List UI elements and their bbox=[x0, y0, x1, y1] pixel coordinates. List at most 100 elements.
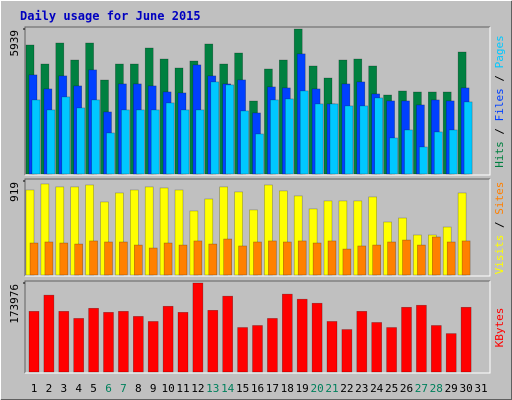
bar bbox=[311, 302, 323, 373]
bar bbox=[195, 109, 205, 175]
x-tick-label: 12 bbox=[191, 382, 204, 395]
bar bbox=[91, 99, 100, 175]
bar bbox=[445, 333, 457, 373]
legend-separator: / bbox=[493, 68, 506, 88]
x-tick-label: 6 bbox=[105, 382, 112, 395]
bar bbox=[192, 282, 204, 373]
bar bbox=[121, 109, 130, 175]
bar bbox=[223, 238, 232, 276]
x-tick-label: 11 bbox=[176, 382, 189, 395]
y-tick-label: 5939 bbox=[8, 30, 21, 57]
y-tick-label: 919 bbox=[8, 182, 21, 202]
bar bbox=[103, 312, 114, 373]
bar bbox=[402, 239, 411, 276]
x-tick-label: 7 bbox=[120, 382, 127, 395]
legend-entry: Files bbox=[493, 88, 506, 121]
x-tick-label: 2 bbox=[46, 382, 53, 395]
bar bbox=[404, 129, 413, 175]
bar bbox=[31, 99, 41, 175]
bar bbox=[118, 311, 129, 373]
legend: Hits / Files / Pages bbox=[493, 35, 506, 168]
bar bbox=[148, 247, 158, 276]
legend-entry: Sites bbox=[493, 182, 506, 215]
chart-title: Daily usage for June 2015 bbox=[20, 9, 201, 23]
bar bbox=[389, 137, 398, 175]
bar bbox=[356, 311, 368, 373]
legend-entry: KBytes bbox=[493, 308, 506, 348]
bar bbox=[162, 305, 174, 373]
x-tick-label: 25 bbox=[385, 382, 398, 395]
x-tick-label: 5 bbox=[90, 382, 97, 395]
bar bbox=[296, 298, 308, 373]
panel-bevel bbox=[25, 281, 491, 374]
bar bbox=[267, 318, 278, 373]
bar bbox=[446, 241, 456, 276]
bar bbox=[433, 131, 443, 175]
bar bbox=[255, 133, 264, 175]
x-tick-label: 17 bbox=[266, 382, 279, 395]
bar bbox=[150, 109, 160, 175]
bar bbox=[282, 241, 292, 276]
x-tick-label: 29 bbox=[445, 382, 458, 395]
bar bbox=[284, 98, 294, 175]
bar bbox=[312, 242, 322, 276]
bar bbox=[281, 293, 293, 373]
bar bbox=[119, 241, 128, 276]
bar bbox=[44, 241, 54, 276]
legend-separator: / bbox=[493, 215, 506, 235]
bar bbox=[147, 321, 159, 373]
bar bbox=[208, 243, 218, 276]
x-tick-label: 14 bbox=[221, 382, 235, 395]
bar bbox=[386, 327, 397, 373]
bar bbox=[359, 105, 369, 175]
bar bbox=[207, 310, 219, 373]
bar bbox=[88, 307, 99, 373]
bar bbox=[268, 240, 277, 276]
bar bbox=[210, 81, 220, 175]
legend: Visits / Sites bbox=[493, 182, 506, 275]
bar bbox=[225, 84, 234, 175]
panel-bevel bbox=[25, 27, 491, 176]
bar bbox=[238, 245, 247, 276]
bar bbox=[329, 103, 339, 175]
bar bbox=[89, 240, 98, 276]
bar bbox=[46, 109, 56, 175]
bar bbox=[163, 242, 173, 276]
x-tick-label: 4 bbox=[75, 382, 82, 395]
x-tick-label: 26 bbox=[400, 382, 413, 395]
x-tick-label: 3 bbox=[60, 382, 67, 395]
x-tick-label: 31 bbox=[474, 382, 487, 395]
panel-bevel bbox=[24, 26, 490, 175]
bar bbox=[327, 240, 337, 276]
bar bbox=[180, 109, 190, 175]
x-tick-label: 16 bbox=[251, 382, 264, 395]
bar bbox=[374, 97, 384, 175]
legend: KBytes bbox=[493, 308, 506, 348]
bar bbox=[463, 101, 473, 175]
bar bbox=[431, 236, 441, 276]
bar bbox=[165, 102, 175, 175]
x-tick-label: 27 bbox=[415, 382, 428, 395]
bar bbox=[237, 327, 248, 373]
bar bbox=[326, 321, 338, 373]
bar bbox=[342, 248, 352, 276]
bar bbox=[297, 240, 307, 276]
legend-entry: Hits bbox=[493, 141, 506, 168]
bar bbox=[252, 325, 263, 373]
bar bbox=[61, 96, 71, 175]
x-tick-label: 30 bbox=[459, 382, 472, 395]
panel-bevel bbox=[25, 179, 491, 277]
x-tick-label: 18 bbox=[281, 382, 294, 395]
x-tick-label: 9 bbox=[150, 382, 157, 395]
bar bbox=[74, 243, 83, 276]
bar bbox=[73, 318, 84, 373]
bar bbox=[106, 132, 115, 175]
x-tick-label: 22 bbox=[340, 382, 353, 395]
bar bbox=[28, 311, 40, 373]
bar bbox=[401, 306, 412, 373]
bar bbox=[448, 129, 458, 175]
panel-bevel bbox=[24, 178, 490, 276]
x-tick-label: 23 bbox=[355, 382, 368, 395]
